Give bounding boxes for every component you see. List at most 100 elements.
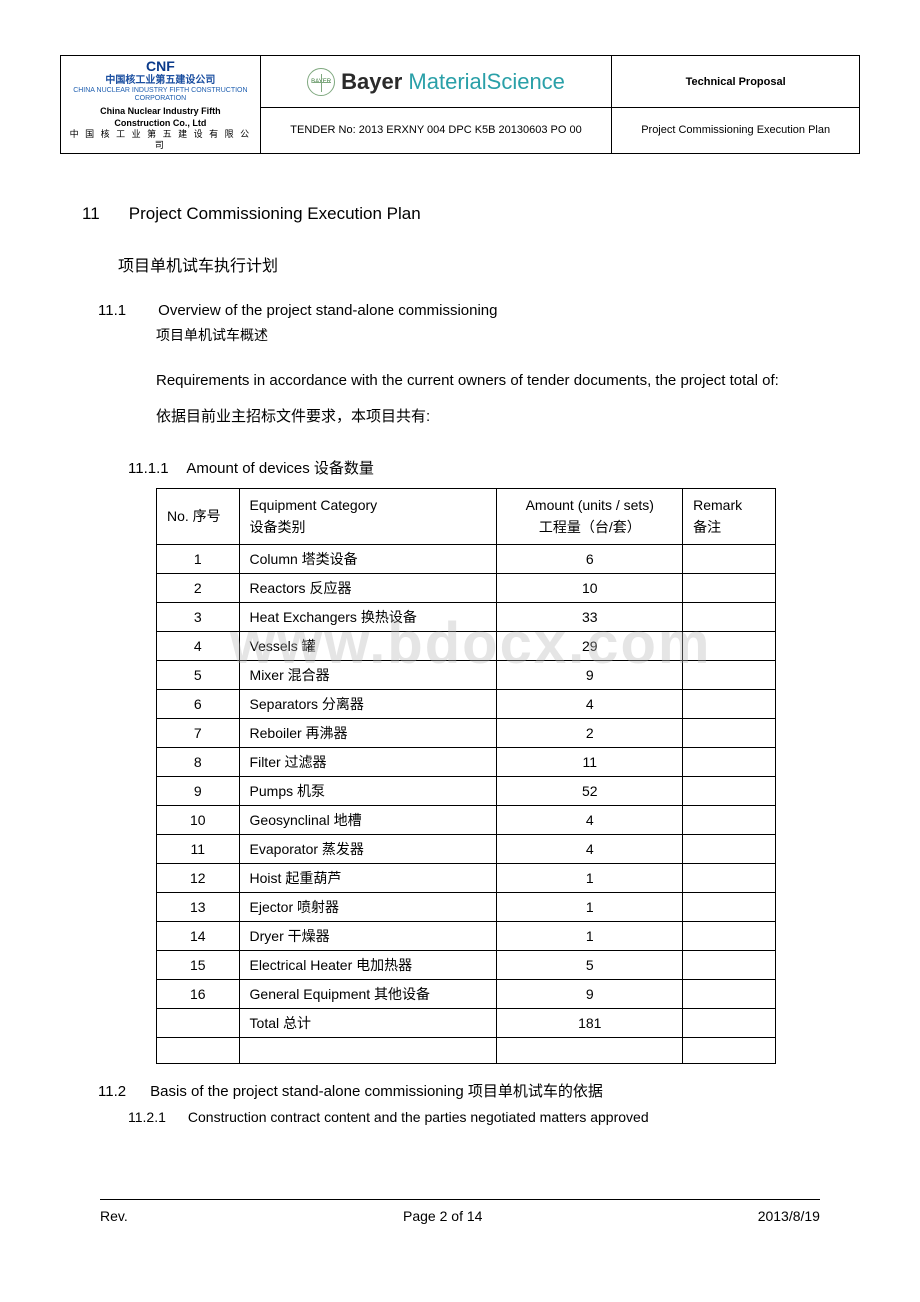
table-row: 8Filter 过滤器11: [157, 747, 776, 776]
company-cn-name: 中国核工业第五建设公司: [65, 75, 256, 87]
cell-remark: [683, 805, 776, 834]
section-11-title: Project Commissioning Execution Plan: [129, 204, 421, 223]
cell-no: 4: [157, 631, 240, 660]
cell-remark: [683, 921, 776, 950]
cell-category: General Equipment 其他设备: [239, 979, 497, 1008]
cell-amount: 4: [497, 834, 683, 863]
section-11-1-num: 11.1: [98, 302, 154, 319]
bayer-cross-icon: BAYER: [307, 68, 335, 96]
table-row: 6Separators 分离器4: [157, 689, 776, 718]
cell-category: Hoist 起重葫芦: [239, 863, 497, 892]
cell-remark: [683, 602, 776, 631]
table-row: 1Column 塔类设备6: [157, 544, 776, 573]
company-cn-name-2: 中 国 核 工 业 第 五 建 设 有 限 公 司: [65, 129, 256, 151]
cell-remark: [683, 979, 776, 1008]
cell-category: Pumps 机泵: [239, 776, 497, 805]
header-tender-no: TENDER No: 2013 ERXNY 004 DPC K5B 201306…: [260, 108, 612, 154]
table-row: 3Heat Exchangers 换热设备33: [157, 602, 776, 631]
cell-no: 14: [157, 921, 240, 950]
footer-rev: Rev.: [100, 1208, 128, 1224]
table-row: 12Hoist 起重葫芦1: [157, 863, 776, 892]
cell-remark: [683, 544, 776, 573]
cell-no: 15: [157, 950, 240, 979]
th-no: No. 序号: [157, 488, 240, 544]
table-total-row: Total 总计181: [157, 1008, 776, 1037]
cell-remark: [683, 950, 776, 979]
content-body: 11 Project Commissioning Execution Plan …: [60, 204, 860, 1125]
company-en-name-1: China Nuclear Industry Fifth: [65, 106, 256, 117]
table-blank-row: [157, 1037, 776, 1063]
header-left-logo-cell: CNF 中国核工业第五建设公司 CHINA NUCLEAR INDUSTRY F…: [61, 56, 261, 154]
cell-remark: [683, 631, 776, 660]
cell-amount: 6: [497, 544, 683, 573]
section-11-1-1-num: 11.1.1: [128, 460, 183, 477]
cell-no: 8: [157, 747, 240, 776]
section-11-num: 11: [82, 204, 124, 224]
cell-remark: [683, 689, 776, 718]
cell-remark: [683, 660, 776, 689]
table-row: 2Reactors 反应器10: [157, 573, 776, 602]
cell-no: 3: [157, 602, 240, 631]
table-row: 4Vessels 罐29: [157, 631, 776, 660]
cell-amount: 9: [497, 660, 683, 689]
cell-amount: 5: [497, 950, 683, 979]
table-row: 11Evaporator 蒸发器4: [157, 834, 776, 863]
cell-amount: 33: [497, 602, 683, 631]
section-11-1-1-title: Amount of devices 设备数量: [186, 460, 374, 477]
table-header-row: No. 序号 Equipment Category 设备类别 Amount (u…: [157, 488, 776, 544]
cell-amount: 1: [497, 863, 683, 892]
cell-amount: 1: [497, 892, 683, 921]
cell-no: 12: [157, 863, 240, 892]
bayer-logo: BAYER Bayer MaterialScience: [307, 68, 565, 96]
section-11-2-heading: 11.2 Basis of the project stand-alone co…: [98, 1080, 830, 1101]
cell-remark: [683, 573, 776, 602]
section-11-1-title: Overview of the project stand-alone comm…: [158, 302, 497, 319]
intro-para-cn: 依据目前业主招标文件要求，本项目共有:: [156, 399, 830, 435]
company-en-name-2: Construction Co., Ltd: [65, 118, 256, 129]
header-brand-cell: BAYER Bayer MaterialScience: [260, 56, 612, 108]
cell-category: Reboiler 再沸器: [239, 718, 497, 747]
cell-remark: [683, 718, 776, 747]
cell-amount: 2: [497, 718, 683, 747]
section-11-heading: 11 Project Commissioning Execution Plan: [70, 204, 830, 224]
cell-no: 16: [157, 979, 240, 1008]
cell-amount: 4: [497, 805, 683, 834]
section-11-1-1-heading: 11.1.1 Amount of devices 设备数量: [128, 457, 830, 478]
cell-remark: [683, 892, 776, 921]
devices-table: No. 序号 Equipment Category 设备类别 Amount (u…: [156, 488, 776, 1064]
cell-category: Dryer 干燥器: [239, 921, 497, 950]
cell-remark: [683, 834, 776, 863]
cell-remark: [683, 747, 776, 776]
cell-no: [157, 1008, 240, 1037]
th-amount: Amount (units / sets) 工程量（台/套）: [497, 488, 683, 544]
cell-no: 9: [157, 776, 240, 805]
cell-category: Geosynclinal 地槽: [239, 805, 497, 834]
cell-category: Reactors 反应器: [239, 573, 497, 602]
page-footer: Rev. Page 2 of 14 2013/8/19: [100, 1199, 820, 1224]
cell-category: Heat Exchangers 换热设备: [239, 602, 497, 631]
cell-category: Separators 分离器: [239, 689, 497, 718]
cell-no: 6: [157, 689, 240, 718]
section-11-2-title: Basis of the project stand-alone commiss…: [150, 1083, 603, 1100]
table-row: 9Pumps 机泵52: [157, 776, 776, 805]
cell-no: 13: [157, 892, 240, 921]
section-11-cn: 项目单机试车执行计划: [118, 252, 830, 276]
cell-amount: 10: [497, 573, 683, 602]
table-row: 7Reboiler 再沸器2: [157, 718, 776, 747]
cell-category: Filter 过滤器: [239, 747, 497, 776]
section-11-1-heading: 11.1 Overview of the project stand-alone…: [98, 302, 830, 319]
table-row: 16General Equipment 其他设备9: [157, 979, 776, 1008]
cell-remark: [683, 1008, 776, 1037]
section-11-2-1-heading: 11.2.1 Construction contract content and…: [128, 1109, 830, 1125]
cell-remark: [683, 776, 776, 805]
table-row: 14Dryer 干燥器1: [157, 921, 776, 950]
header-doc-title: Project Commissioning Execution Plan: [612, 108, 860, 154]
table-row: 13Ejector 喷射器1: [157, 892, 776, 921]
cell-amount: 9: [497, 979, 683, 1008]
table-row: 5Mixer 混合器9: [157, 660, 776, 689]
intro-para-en: Requirements in accordance with the curr…: [156, 363, 830, 399]
cell-category: Mixer 混合器: [239, 660, 497, 689]
cnf-logo-text: CNF: [146, 58, 175, 75]
header-tech-proposal: Technical Proposal: [612, 56, 860, 108]
cell-amount: 52: [497, 776, 683, 805]
